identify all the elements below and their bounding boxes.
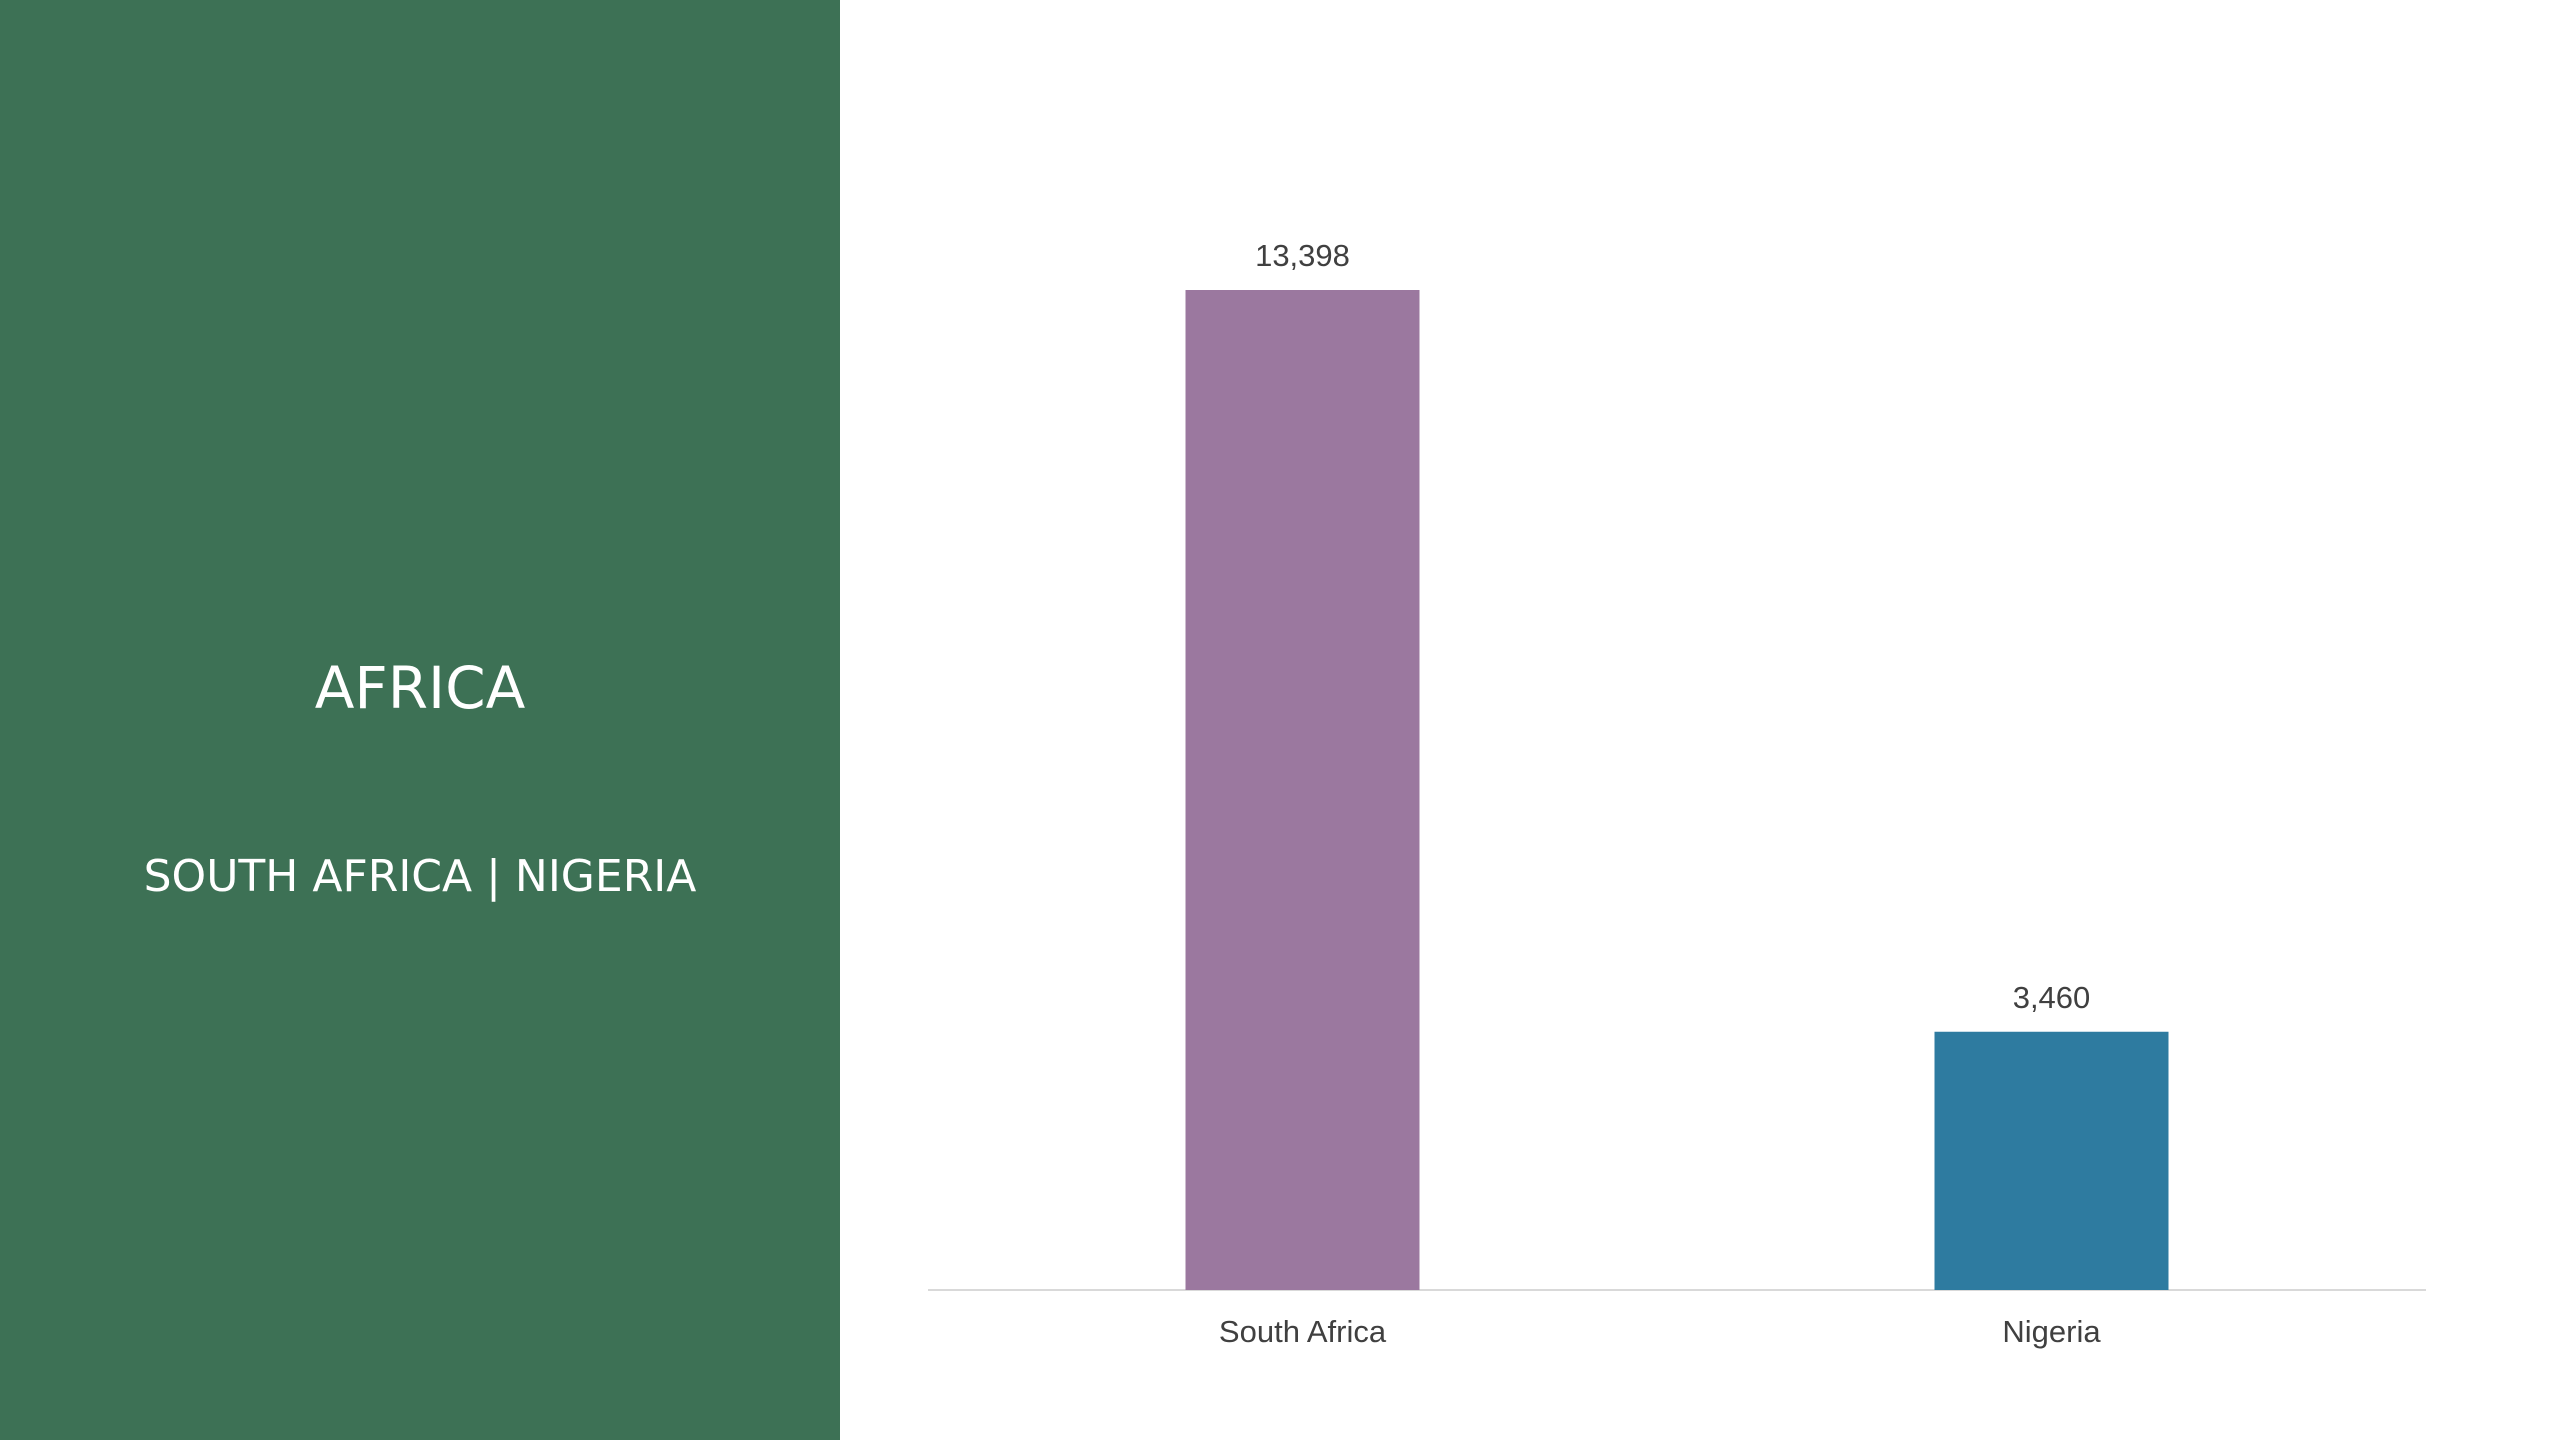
bar-nigeria bbox=[1934, 1031, 2169, 1290]
bar-south-africa bbox=[1185, 290, 1420, 1290]
category-label-nigeria: Nigeria bbox=[2002, 1314, 2101, 1349]
bar-chart: 13,398 South Africa 3,460 Nigeria bbox=[840, 0, 2560, 1440]
bar-chart-svg: 13,398 South Africa 3,460 Nigeria bbox=[928, 238, 2426, 1349]
title-panel: AFRICA SOUTH AFRICA | NIGERIA bbox=[0, 0, 840, 1440]
data-label-south-africa: 13,398 bbox=[1255, 238, 1350, 273]
panel-subtitle: SOUTH AFRICA | NIGERIA bbox=[143, 851, 697, 902]
panel-title: AFRICA bbox=[314, 654, 526, 722]
data-label-nigeria: 3,460 bbox=[2013, 980, 2091, 1015]
category-label-south-africa: South Africa bbox=[1219, 1314, 1387, 1349]
